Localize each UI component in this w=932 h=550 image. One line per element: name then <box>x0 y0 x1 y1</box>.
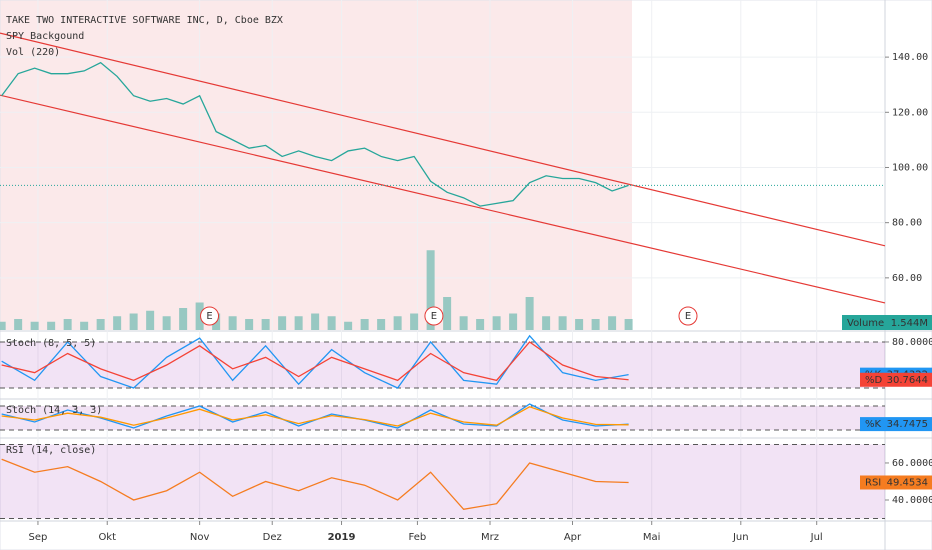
x-tick-label: Okt <box>98 532 116 543</box>
x-tick-label: Feb <box>409 532 427 543</box>
x-tick-label: Jul <box>810 532 823 543</box>
volume-bar <box>591 319 600 330</box>
volume-bar <box>311 313 320 330</box>
value-badge <box>860 372 932 387</box>
series-line <box>1 61 629 207</box>
volume-bar <box>509 313 518 330</box>
volume-bar <box>624 319 633 330</box>
volume-bar <box>179 308 188 330</box>
earnings-marker <box>424 306 444 326</box>
volume-badge <box>842 315 932 330</box>
trend-line <box>0 94 886 304</box>
volume-bar <box>129 313 138 330</box>
volume-bar <box>228 316 237 330</box>
volume-bar <box>245 319 254 330</box>
volume-bar <box>261 319 270 330</box>
badge-value: 30.7644 <box>887 375 928 386</box>
volume-bar <box>426 250 435 330</box>
earnings-marker <box>200 306 220 326</box>
indicator-label: Vol (220) <box>6 47 60 58</box>
volume-bar <box>14 319 23 330</box>
y-tick-label: 60.00 <box>892 273 922 284</box>
band-fill <box>0 406 885 430</box>
volume-bar <box>63 319 72 330</box>
x-tick-label: 2019 <box>328 532 356 543</box>
earnings-marker <box>678 306 698 326</box>
badge-value: 49.4534 <box>887 477 928 488</box>
y-tick-label: 60.0000 <box>892 458 932 469</box>
badge-name: RSI <box>865 477 881 488</box>
x-tick-label: Apr <box>564 532 582 543</box>
pane-title: RSI (14, close) <box>6 445 96 456</box>
volume-bar <box>80 321 89 330</box>
volume-bar <box>344 321 353 330</box>
y-tick-label: 80.0000 <box>892 337 932 348</box>
band-fill <box>0 341 885 389</box>
pane-title: Stoch (8, 5, 5) <box>6 338 96 349</box>
value-badge <box>860 417 932 432</box>
volume-bar <box>393 316 402 330</box>
series-line <box>1 341 629 382</box>
x-tick-label: Mai <box>643 532 661 543</box>
volume-bar <box>575 319 584 330</box>
volume-bar <box>146 310 155 330</box>
value-badge <box>860 475 932 490</box>
x-tick-label: Sep <box>29 532 48 543</box>
background-shading <box>0 0 632 330</box>
volume-bar <box>278 316 287 330</box>
badge-name: %K <box>865 419 882 430</box>
volume-bar <box>492 316 501 330</box>
pane-title: TAKE TWO INTERACTIVE SOFTWARE INC, D, Cb… <box>6 15 283 26</box>
volume-bar <box>96 319 105 330</box>
earnings-label: E <box>685 311 691 322</box>
volume-bar <box>0 321 6 330</box>
volume-bar <box>47 321 56 330</box>
earnings-label: E <box>206 311 212 322</box>
volume-bar <box>459 316 468 330</box>
volume-bar <box>30 321 39 330</box>
series-line <box>1 406 629 427</box>
volume-bar <box>525 297 534 330</box>
volume-bar <box>377 319 386 330</box>
badge-value: 34.7475 <box>887 419 928 430</box>
band-fill <box>0 444 885 519</box>
volume-bar <box>327 316 336 330</box>
earnings-label: E <box>431 311 437 322</box>
badge-name: %D <box>865 375 883 386</box>
x-tick-label: Jun <box>732 532 749 543</box>
volume-bar <box>443 297 452 330</box>
volume-badge-value: 1.544M <box>891 318 928 329</box>
y-tick-label: 100.00 <box>892 162 928 173</box>
y-tick-label: 140.00 <box>892 52 928 63</box>
series-line <box>1 458 629 510</box>
pane-title: Stoch (14, 3, 3) <box>6 405 102 416</box>
volume-bar <box>542 316 551 330</box>
volume-bar <box>476 319 485 330</box>
y-tick-label: 120.00 <box>892 107 928 118</box>
volume-bar <box>113 316 122 330</box>
volume-bar <box>195 302 204 330</box>
volume-bar <box>360 319 369 330</box>
x-tick-label: Dez <box>263 532 282 543</box>
y-tick-label: 40.0000 <box>892 495 932 506</box>
volume-bar <box>608 316 617 330</box>
x-tick-label: Nov <box>190 532 210 543</box>
volume-bar <box>410 313 419 330</box>
x-tick-label: Mrz <box>481 532 499 543</box>
volume-bar <box>162 316 171 330</box>
indicator-label: SPY Backgound <box>6 31 84 42</box>
volume-bar <box>294 316 303 330</box>
trend-line <box>0 32 886 247</box>
volume-badge-label: Volume <box>847 318 884 329</box>
volume-bar <box>558 316 567 330</box>
y-tick-label: 80.00 <box>892 218 922 229</box>
